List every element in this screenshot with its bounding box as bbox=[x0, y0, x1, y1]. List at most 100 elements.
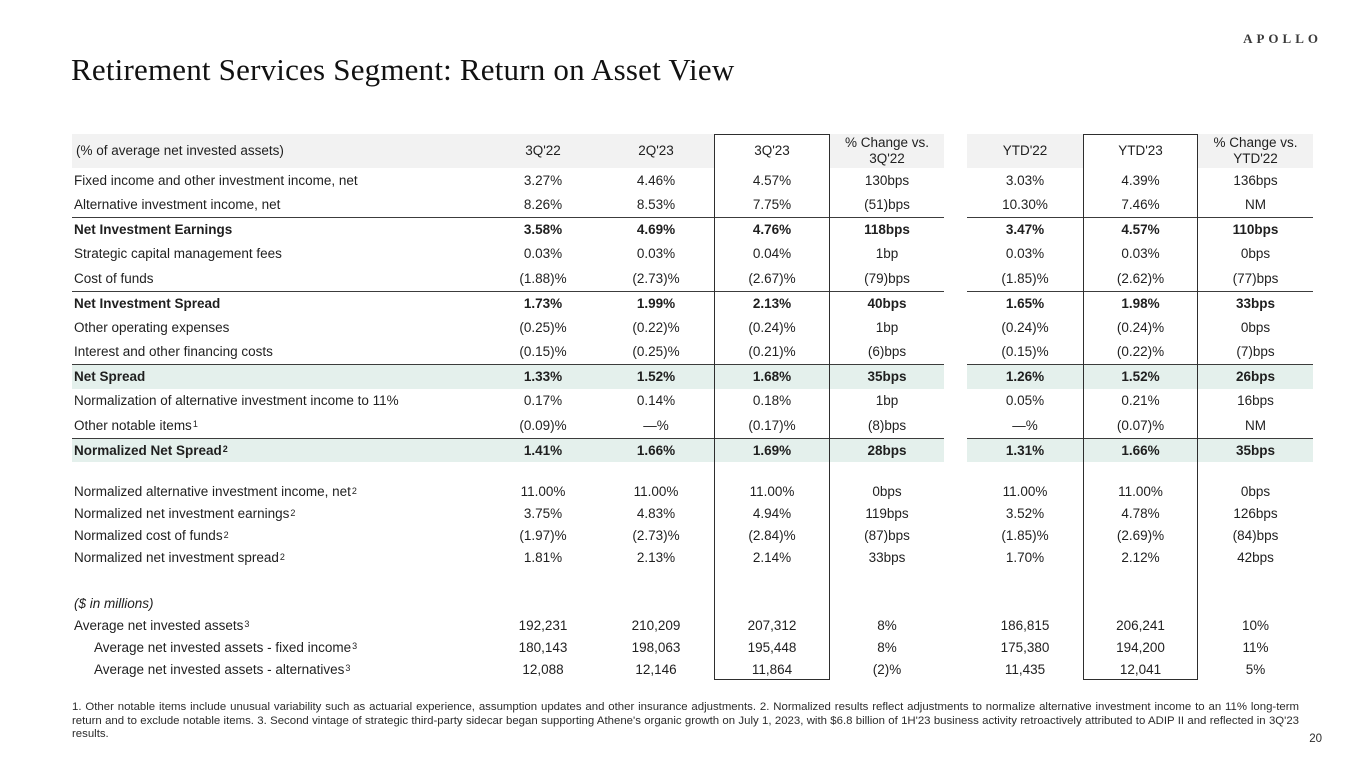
cell-gap bbox=[944, 266, 967, 291]
cell-2q23: 198,063 bbox=[631, 639, 681, 655]
cell-ytd23: 4.57% bbox=[1083, 217, 1198, 242]
cell-change-ytd22: 0bps bbox=[1240, 484, 1271, 499]
cell-3q22: 3.27% bbox=[523, 172, 563, 188]
cell-ytd22: 3.03% bbox=[1005, 172, 1045, 188]
cell-change-ytd22: 5% bbox=[1245, 661, 1266, 677]
cell-ytd23: (0.22)% bbox=[1116, 344, 1165, 360]
header-gap bbox=[944, 134, 967, 168]
cell-2q23: (0.22)% bbox=[632, 319, 680, 335]
cell-gap bbox=[944, 481, 967, 503]
cell-change-ytd22: 126bps bbox=[1233, 506, 1278, 521]
cell-ytd22: 3.47% bbox=[967, 217, 1083, 242]
cell-change-3q22: 8% bbox=[877, 639, 897, 655]
cell-ytd23: 4.78% bbox=[1121, 506, 1160, 521]
row-label: Normalized net investment earnings 2 bbox=[74, 506, 296, 521]
header-ytd23: YTD'23 bbox=[1083, 134, 1198, 168]
table-row: Interest and other financing costs (0.15… bbox=[72, 340, 1313, 365]
cell-ytd22: (0.15)% bbox=[1001, 344, 1049, 360]
cell-change-3q22: 0bps bbox=[872, 484, 902, 499]
row-label: Interest and other financing costs bbox=[74, 344, 273, 360]
cell-ytd23: 0.03% bbox=[1121, 246, 1160, 262]
row-label: Average net invested assets 3 bbox=[74, 617, 250, 633]
cell-2q23: 4.83% bbox=[636, 506, 676, 521]
cell-gap bbox=[944, 340, 967, 365]
row-label: Other operating expenses bbox=[74, 319, 230, 335]
cell-3q22: 0.03% bbox=[523, 246, 563, 262]
row-label: Average net invested assets - fixed inco… bbox=[94, 639, 358, 655]
cell-2q23: 11.00% bbox=[633, 484, 679, 499]
cell-3q23: (2.84)% bbox=[748, 528, 796, 543]
cell-gap bbox=[944, 193, 967, 218]
cell-ytd22 bbox=[967, 462, 1083, 481]
cell-2q23: 4.46% bbox=[636, 172, 676, 188]
cell-3q23: 0.18% bbox=[752, 393, 792, 409]
row-label: Alternative investment income, net bbox=[74, 197, 281, 213]
cell-3q22 bbox=[488, 592, 598, 614]
cell-3q23: 4.57% bbox=[752, 172, 792, 188]
cell-change-3q22: 40bps bbox=[830, 290, 944, 316]
cell-3q23: 7.75% bbox=[752, 197, 792, 213]
cell-gap bbox=[944, 413, 967, 438]
table-row: Normalized net investment spread 2 1.81% … bbox=[72, 547, 1313, 569]
cell-change-3q22: 1bp bbox=[875, 319, 899, 335]
cell-3q23: 2.14% bbox=[752, 550, 792, 565]
cell-gap bbox=[944, 569, 967, 593]
cell-3q22: 180,143 bbox=[518, 639, 568, 655]
cell-2q23: (2.73)% bbox=[632, 528, 680, 543]
header-3q23: 3Q'23 bbox=[714, 134, 830, 168]
table-row bbox=[72, 569, 1313, 593]
cell-change-3q22: 28bps bbox=[830, 437, 944, 462]
row-label: Net Investment Earnings bbox=[72, 217, 488, 242]
cell-change-ytd22 bbox=[1198, 592, 1313, 614]
cell-change-3q22: (8)bps bbox=[867, 417, 907, 433]
cell-ytd22: (1.85)% bbox=[1001, 528, 1049, 543]
table-row: Alternative investment income, net 8.26%… bbox=[72, 193, 1313, 218]
cell-change-3q22: (2)% bbox=[872, 661, 902, 677]
cell-gap bbox=[944, 291, 967, 316]
table-body: Fixed income and other investment income… bbox=[72, 168, 1313, 680]
cell-change-3q22: 130bps bbox=[864, 172, 910, 188]
table-row: Strategic capital management fees 0.03% … bbox=[72, 242, 1313, 267]
cell-ytd23: 0.21% bbox=[1121, 393, 1160, 409]
table-row bbox=[72, 462, 1313, 481]
table-row: Normalized Net Spread 2 1.41% 1.66% 1.69%… bbox=[72, 437, 1313, 462]
row-label: Normalized cost of funds 2 bbox=[74, 528, 229, 543]
cell-2q23: 12,146 bbox=[635, 661, 677, 677]
row-label bbox=[72, 462, 488, 481]
cell-change-ytd22: 35bps bbox=[1198, 437, 1313, 462]
cell-change-ytd22: 33bps bbox=[1198, 290, 1313, 316]
footnote: 1. Other notable items include unusual v… bbox=[72, 701, 1299, 741]
row-label: Normalized alternative investment income… bbox=[74, 484, 357, 499]
cell-change-ytd22: NM bbox=[1245, 417, 1266, 433]
cell-gap bbox=[944, 315, 967, 340]
header-label: (% of average net invested assets) bbox=[72, 134, 488, 168]
cell-ytd23: (0.24)% bbox=[1116, 319, 1165, 335]
cell-ytd22: 1.70% bbox=[1005, 550, 1045, 565]
cell-2q23: —% bbox=[643, 417, 669, 433]
cell-3q23 bbox=[714, 592, 830, 614]
cell-ytd22: 11.00% bbox=[1002, 484, 1048, 499]
table-row: Net Spread 1.33% 1.52% 1.68% 35bps 1.26%… bbox=[72, 364, 1313, 389]
cell-change-3q22 bbox=[830, 569, 944, 593]
header-3q22: 3Q'22 bbox=[488, 134, 598, 168]
cell-change-3q22: (6)bps bbox=[867, 344, 907, 360]
header-ytd22: YTD'22 bbox=[967, 134, 1083, 168]
cell-ytd23: 1.66% bbox=[1083, 437, 1198, 462]
cell-ytd23: 4.39% bbox=[1121, 172, 1160, 188]
row-label: Net Spread bbox=[72, 364, 488, 389]
cell-ytd23: 11.00% bbox=[1118, 484, 1163, 499]
row-label: Average net invested assets - alternativ… bbox=[94, 661, 351, 677]
cell-3q23: (2.67)% bbox=[748, 270, 796, 286]
cell-3q23: 11.00% bbox=[749, 484, 795, 499]
cell-gap bbox=[944, 525, 967, 547]
cell-gap bbox=[944, 168, 967, 193]
cell-3q23: (0.17)% bbox=[748, 417, 796, 433]
cell-2q23: 1.52% bbox=[598, 364, 714, 389]
cell-2q23: (2.73)% bbox=[632, 270, 680, 286]
cell-change-3q22: 1bp bbox=[875, 246, 899, 262]
table-row: Cost of funds (1.88)% (2.73)% (2.67)% (7… bbox=[72, 266, 1313, 291]
cell-3q22 bbox=[488, 569, 598, 593]
cell-2q23 bbox=[598, 569, 714, 593]
cell-2q23: (0.25)% bbox=[632, 344, 680, 360]
cell-2q23 bbox=[598, 592, 714, 614]
